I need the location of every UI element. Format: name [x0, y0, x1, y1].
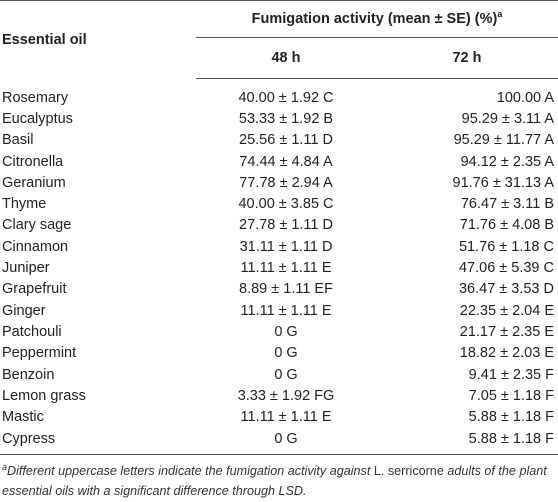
cell-48h: 40.00 ± 3.85 C — [238, 196, 334, 213]
cell-essential-oil: Cypress — [0, 427, 196, 455]
table-row: Clary sage 27.78 ± 1.11 D 71.76 ± 4.08 B — [0, 215, 558, 236]
cell-essential-oil: Grapefruit — [2, 281, 67, 298]
cell-48h: 3.33 ± 1.92 FG — [237, 387, 335, 404]
header-72h: 72 h — [376, 37, 558, 79]
cell-essential-oil: Geranium — [2, 174, 66, 191]
header-row: Essential oil Fumigation activity (mean … — [0, 0, 558, 79]
table-body: Rosemary 40.00 ± 1.92 C 100.00 A Eucalyptus… — [0, 79, 558, 455]
cell-essential-oil: Citronella — [2, 153, 64, 170]
cell-essential-oil: Mastic — [2, 409, 44, 426]
cell-48h: 77.78 ± 2.94 A — [239, 174, 333, 191]
cell-72h: 5.88 ± 1.18 F — [468, 409, 554, 426]
cell-essential-oil: Eucalyptus — [2, 110, 73, 127]
cell-essential-oil: Basil — [2, 132, 34, 149]
cell-72h: 91.76 ± 31.13 A — [452, 174, 555, 191]
spacer-row — [0, 79, 558, 88]
cell-72h: 51.76 ± 1.18 C — [458, 238, 554, 255]
cell-48h: 25.56 ± 1.11 D — [239, 132, 333, 149]
header-72h-label: 72 h — [452, 50, 482, 66]
cell-72h: 100.00 A — [496, 89, 554, 106]
cell-essential-oil: Thyme — [2, 196, 47, 213]
cell-48h: 0 G — [274, 323, 298, 340]
footnote-text-2: adults of the plant essential oils with … — [2, 463, 547, 498]
header-essential-oil: Essential oil — [0, 0, 196, 79]
cell-72h: 71.76 ± 4.08 B — [459, 217, 554, 234]
cell-48h: 11.11 ± 1.11 E — [240, 409, 332, 426]
cell-essential-oil: Ginger — [2, 302, 46, 319]
cell-48h: 31.11 ± 1.11 D — [239, 238, 333, 255]
cell-48h: 8.89 ± 1.11 EF — [239, 281, 333, 298]
cell-essential-oil: Juniper — [2, 260, 50, 277]
cell-48h: 11.11 ± 1.11 E — [240, 260, 332, 277]
cell-72h: 7.05 ± 1.18 F — [468, 387, 554, 404]
header-48h: 48 h — [196, 37, 376, 79]
table-row: Basil 25.56 ± 1.11 D 95.29 ± 11.77 A — [0, 130, 558, 151]
cell-72h: 21.17 ± 2.35 E — [459, 323, 554, 340]
cell-72h: 76.47 ± 3.11 B — [460, 196, 554, 213]
cell-essential-oil: Benzoin — [2, 366, 55, 383]
table-row: Cypress 0 G 5.88 ± 1.18 F — [0, 427, 558, 455]
subheader-row: 48 h 72 h — [0, 37, 558, 79]
cell-48h: 0 G — [196, 427, 376, 455]
table-row: Mastic 11.11 ± 1.11 E 5.88 ± 1.18 F — [0, 406, 558, 427]
table-row: Lemon grass 3.33 ± 1.92 FG 7.05 ± 1.18 F — [0, 385, 558, 406]
footnote-text-1: Different uppercase letters indicate the… — [7, 463, 374, 478]
header-group-superscript: a — [497, 9, 503, 20]
cell-essential-oil: Lemon grass — [2, 387, 86, 404]
cell-48h: 11.11 ± 1.11 E — [240, 302, 332, 319]
cell-72h: 9.41 ± 2.35 F — [468, 366, 554, 383]
cell-48h: 40.00 ± 1.92 C — [238, 89, 334, 106]
table-row: Benzoin 0 G 9.41 ± 2.35 F — [0, 364, 558, 385]
table-footnote: aDifferent uppercase letters indicate th… — [0, 455, 558, 501]
cell-72h: 94.12 ± 2.35 A — [460, 153, 554, 170]
cell-48h: 27.78 ± 1.11 D — [239, 217, 333, 234]
cell-72h: 18.82 ± 2.03 E — [459, 345, 554, 362]
cell-essential-oil: Rosemary — [2, 89, 69, 106]
header-essential-oil-label: Essential oil — [2, 31, 87, 48]
table-row: Cinnamon 31.11 ± 1.11 D 51.76 ± 1.18 C — [0, 236, 558, 257]
footnote-species: L. serricorne — [373, 463, 444, 478]
footnote-superscript: a — [2, 461, 8, 472]
cell-72h: 5.88 ± 1.18 F — [376, 427, 558, 455]
table-row: Citronella 74.44 ± 4.84 A 94.12 ± 2.35 A — [0, 151, 558, 172]
header-group-label: Fumigation activity (mean ± SE) (%) — [251, 11, 498, 27]
table-row: Patchouli 0 G 21.17 ± 2.35 E — [0, 321, 558, 342]
cell-essential-oil: Patchouli — [2, 323, 62, 340]
cell-72h: 95.29 ± 11.77 A — [453, 132, 554, 149]
cell-essential-oil: Peppermint — [2, 345, 77, 362]
cell-essential-oil: Cinnamon — [2, 238, 69, 255]
table-row: Ginger 11.11 ± 1.11 E 22.35 ± 2.04 E — [0, 300, 558, 321]
table-row: Geranium 77.78 ± 2.94 A 91.76 ± 31.13 A — [0, 172, 558, 193]
table-row: Rosemary 40.00 ± 1.92 C 100.00 A — [0, 87, 558, 108]
cell-72h: 47.06 ± 5.39 C — [458, 260, 554, 277]
header-fumigation-activity: Fumigation activity (mean ± SE) (%)a — [196, 0, 558, 38]
cell-72h: 22.35 ± 2.04 E — [459, 302, 554, 319]
cell-48h: 0 G — [274, 366, 298, 383]
table-row: Juniper 11.11 ± 1.11 E 47.06 ± 5.39 C — [0, 257, 558, 278]
header-48h-label: 48 h — [271, 50, 301, 66]
cell-essential-oil: Clary sage — [2, 217, 72, 234]
table-row: Peppermint 0 G 18.82 ± 2.03 E — [0, 343, 558, 364]
table-row: Eucalyptus 53.33 ± 1.92 B 95.29 ± 3.11 A — [0, 108, 558, 129]
cell-72h: 95.29 ± 3.11 A — [461, 110, 554, 127]
table-row: Thyme 40.00 ± 3.85 C 76.47 ± 3.11 B — [0, 193, 558, 214]
cell-48h: 0 G — [274, 345, 298, 362]
cell-48h: 53.33 ± 1.92 B — [238, 110, 334, 127]
cell-72h: 36.47 ± 3.53 D — [458, 281, 554, 298]
fumigation-table: Essential oil Fumigation activity (mean … — [0, 0, 558, 455]
cell-48h: 74.44 ± 4.84 A — [239, 153, 333, 170]
table-row: Grapefruit 8.89 ± 1.11 EF 36.47 ± 3.53 D — [0, 279, 558, 300]
